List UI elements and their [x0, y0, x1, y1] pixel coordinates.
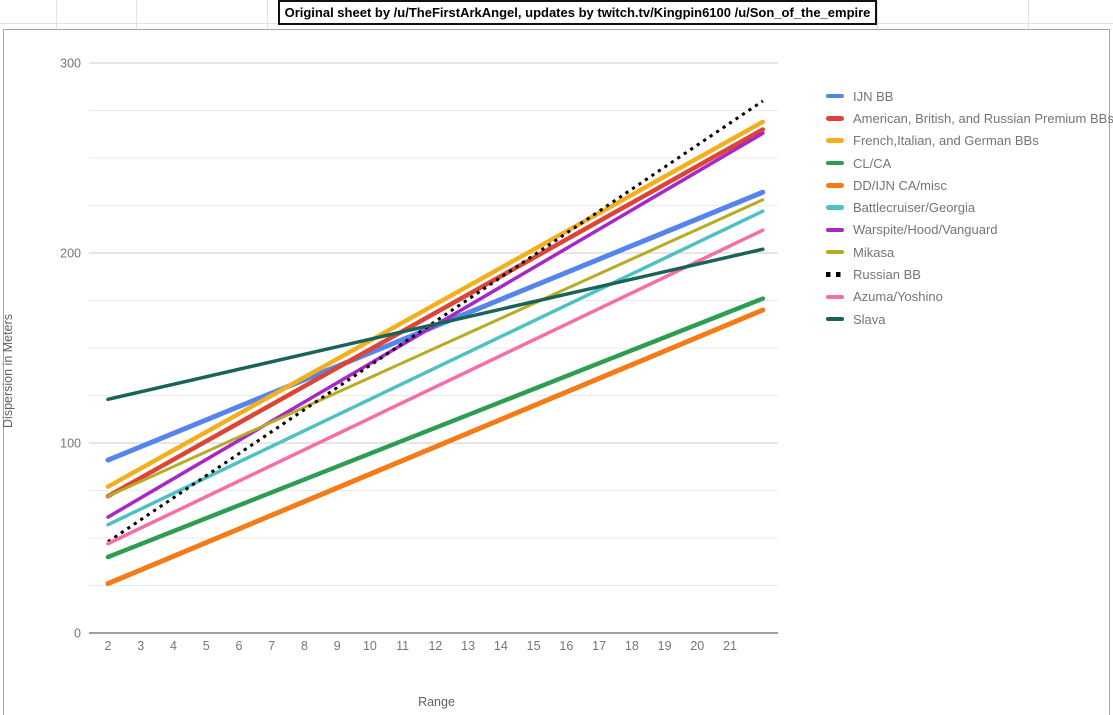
legend-label: CL/CA: [853, 155, 892, 171]
legend-label: Warspite/Hood/Vanguard: [853, 222, 998, 238]
x-tick-label: 3: [137, 639, 144, 653]
legend-label: Slava: [853, 311, 886, 327]
y-tick-label: 300: [60, 57, 81, 71]
cell-border: [56, 0, 57, 29]
x-tick-label: 13: [461, 639, 475, 653]
legend-label: Azuma/Yoshino: [853, 289, 943, 305]
x-tick-label: 9: [334, 639, 341, 653]
legend-item-russian-bb: Russian BB: [826, 263, 1113, 285]
x-tick-label: 17: [592, 639, 606, 653]
y-tick-label: 100: [60, 437, 81, 451]
x-tick-label: 6: [235, 639, 242, 653]
legend-item-slava: Slava: [826, 308, 1113, 330]
legend-swatch-icon: [826, 116, 844, 121]
y-axis-title: Dispersion in Meters: [1, 314, 15, 428]
series-line-american-british-and-russian-premium-bbs: [105, 127, 766, 499]
legend-item-warspite-hood-vanguard: Warspite/Hood/Vanguard: [826, 219, 1113, 241]
legend-label: American, British, and Russian Premium B…: [853, 110, 1113, 126]
legend-swatch-icon: [826, 205, 844, 210]
chart-canvas[interactable]: 0 100 200 300 2 3 4 5 6 7 8 9 10 11 12 13 14 15 16 17 18 19 20…: [4, 30, 1111, 715]
legend-label: DD/IJN CA/misc: [853, 177, 947, 193]
x-tick-label: 5: [203, 639, 210, 653]
legend-swatch-icon: [826, 160, 844, 166]
series-line-french-italian-and-german-bbs: [105, 119, 766, 489]
legend-swatch-icon: [826, 316, 844, 322]
x-tick-label: 2: [105, 639, 112, 653]
legend-item-cl-ca: CL/CA: [826, 152, 1113, 174]
x-tick-label: 10: [363, 639, 377, 653]
legend-swatch-icon: [826, 227, 844, 233]
x-tick-label: 12: [428, 639, 442, 653]
cell-border: [1028, 0, 1029, 29]
cell-border: [267, 0, 268, 29]
legend-label: Mikasa: [853, 244, 895, 260]
x-tick-label: 14: [494, 639, 508, 653]
series-line-azuma-yoshino: [106, 228, 765, 546]
cell-border: [877, 0, 878, 29]
x-tick-label: 19: [658, 639, 672, 653]
series-line-mikasa: [106, 198, 765, 498]
x-tick-label: 4: [170, 639, 177, 653]
x-tick-label: 15: [527, 639, 541, 653]
legend-item-american-british-and-russian-premium-bbs: American, British, and Russian Premium B…: [826, 107, 1113, 129]
legend-item-battlecruiser-georgia: Battlecruiser/Georgia: [826, 196, 1113, 218]
x-tick-label: 8: [301, 639, 308, 653]
series-line-battlecruiser-georgia: [106, 209, 765, 527]
x-tick-label: 7: [268, 639, 275, 653]
series-line-russian-bb: [107, 99, 764, 544]
legend-item-french-italian-and-german-bbs: French,Italian, and German BBs: [826, 130, 1113, 152]
chart-container[interactable]: 0 100 200 300 2 3 4 5 6 7 8 9 10 11 12 13 14 15 16 17 18 19 20…: [1, 29, 1113, 715]
legend-label: Russian BB: [853, 267, 921, 283]
x-tick-label: 20: [690, 639, 704, 653]
legend-item-azuma-yoshino: Azuma/Yoshino: [826, 286, 1113, 308]
x-tick-label: 21: [723, 639, 737, 653]
legend-swatch-icon: [826, 272, 844, 277]
legend-swatch-icon: [826, 294, 844, 300]
legend-label: Battlecruiser/Georgia: [853, 200, 976, 216]
x-tick-label: 11: [396, 639, 409, 653]
series-line-dd-ijn-ca-misc: [105, 307, 766, 587]
legend-swatch-icon: [826, 183, 844, 188]
legend-item-ijn-bb: IJN BB: [826, 85, 1113, 107]
legend-label: French,Italian, and German BBs: [853, 133, 1039, 149]
x-tick-label: 16: [559, 639, 573, 653]
y-tick-label: 0: [74, 627, 81, 641]
legend-label: IJN BB: [853, 88, 894, 104]
y-tick-label: 200: [60, 247, 81, 261]
chart-legend: IJN BB American, British, and Russian Pre…: [826, 85, 1113, 330]
legend-item-mikasa: Mikasa: [826, 241, 1113, 263]
x-axis-title: Range: [418, 695, 455, 709]
legend-item-dd-ijn-ca-misc: DD/IJN CA/misc: [826, 174, 1113, 196]
legend-swatch-icon: [826, 138, 844, 143]
legend-swatch-icon: [826, 93, 844, 99]
series-line-slava: [106, 247, 765, 402]
cell-border: [136, 0, 137, 29]
x-tick-label: 18: [625, 639, 639, 653]
series-line-cl-ca: [105, 296, 766, 560]
sheet-title-cell[interactable]: Original sheet by /u/TheFirstArkAngel, u…: [278, 0, 877, 25]
legend-swatch-icon: [826, 249, 844, 255]
